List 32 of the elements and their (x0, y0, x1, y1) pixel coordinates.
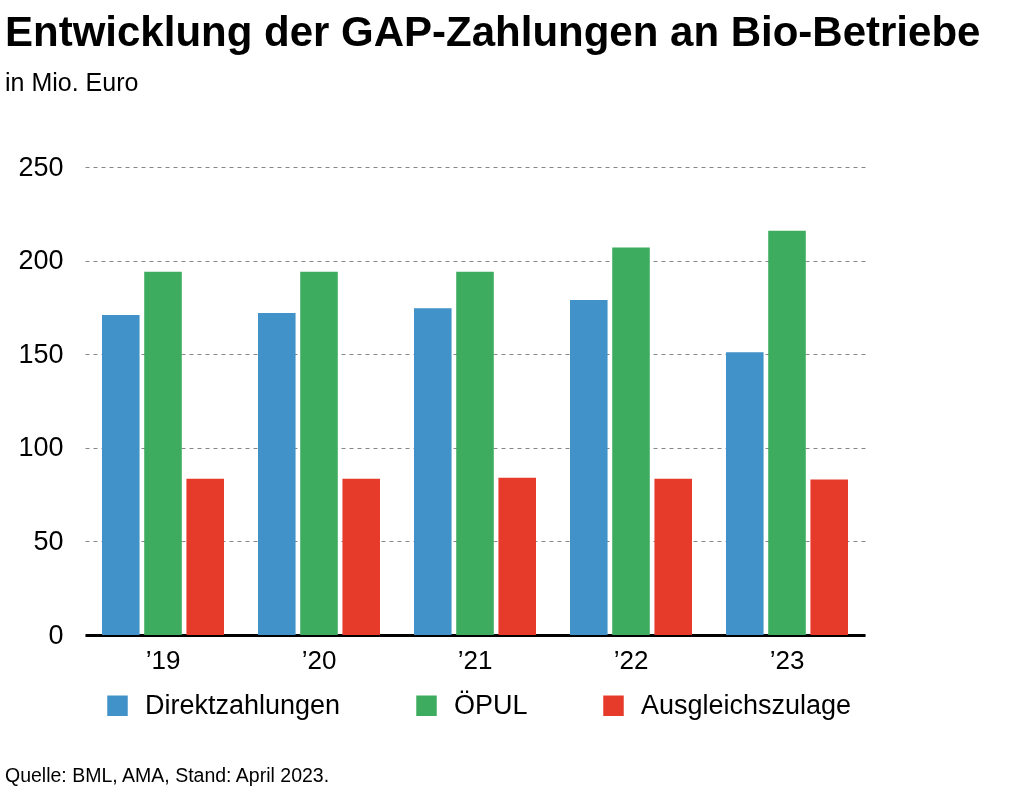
source-note: Quelle: BML, AMA, Stand: April 2023. (5, 764, 330, 786)
y-tick-label: 100 (18, 432, 64, 463)
bar (768, 230, 806, 635)
y-tick-label: 250 (18, 151, 64, 182)
y-tick-label: 200 (18, 245, 64, 276)
bar (654, 478, 692, 635)
x-tick-label: ’19 (145, 644, 181, 675)
bar (300, 271, 338, 635)
y-tick-label: 50 (33, 525, 64, 556)
x-tick-label: ’23 (769, 644, 805, 675)
bar (498, 477, 536, 635)
chart-subtitle: in Mio. Euro (5, 68, 139, 96)
bar (342, 478, 380, 635)
bar (726, 352, 764, 635)
bar (456, 271, 494, 635)
bar (570, 299, 608, 635)
bar (414, 308, 452, 635)
bar (102, 314, 140, 635)
bar (810, 479, 848, 635)
x-tick-label: ’20 (301, 644, 337, 675)
y-tick-label: 150 (18, 338, 64, 369)
bar (186, 478, 224, 635)
x-tick-label: ’21 (457, 644, 493, 675)
legend-label: Direktzahlungen (145, 689, 341, 720)
legend-label: ÖPUL (454, 689, 528, 720)
bar (258, 313, 296, 635)
legend-label: Ausgleichszulage (641, 689, 852, 720)
bar (144, 271, 182, 635)
bar (612, 247, 650, 635)
y-tick-label: 0 (48, 619, 64, 650)
chart-title: Entwicklung der GAP-Zahlungen an Bio-Betriebe (5, 8, 981, 55)
x-tick-label: ’22 (613, 644, 649, 675)
